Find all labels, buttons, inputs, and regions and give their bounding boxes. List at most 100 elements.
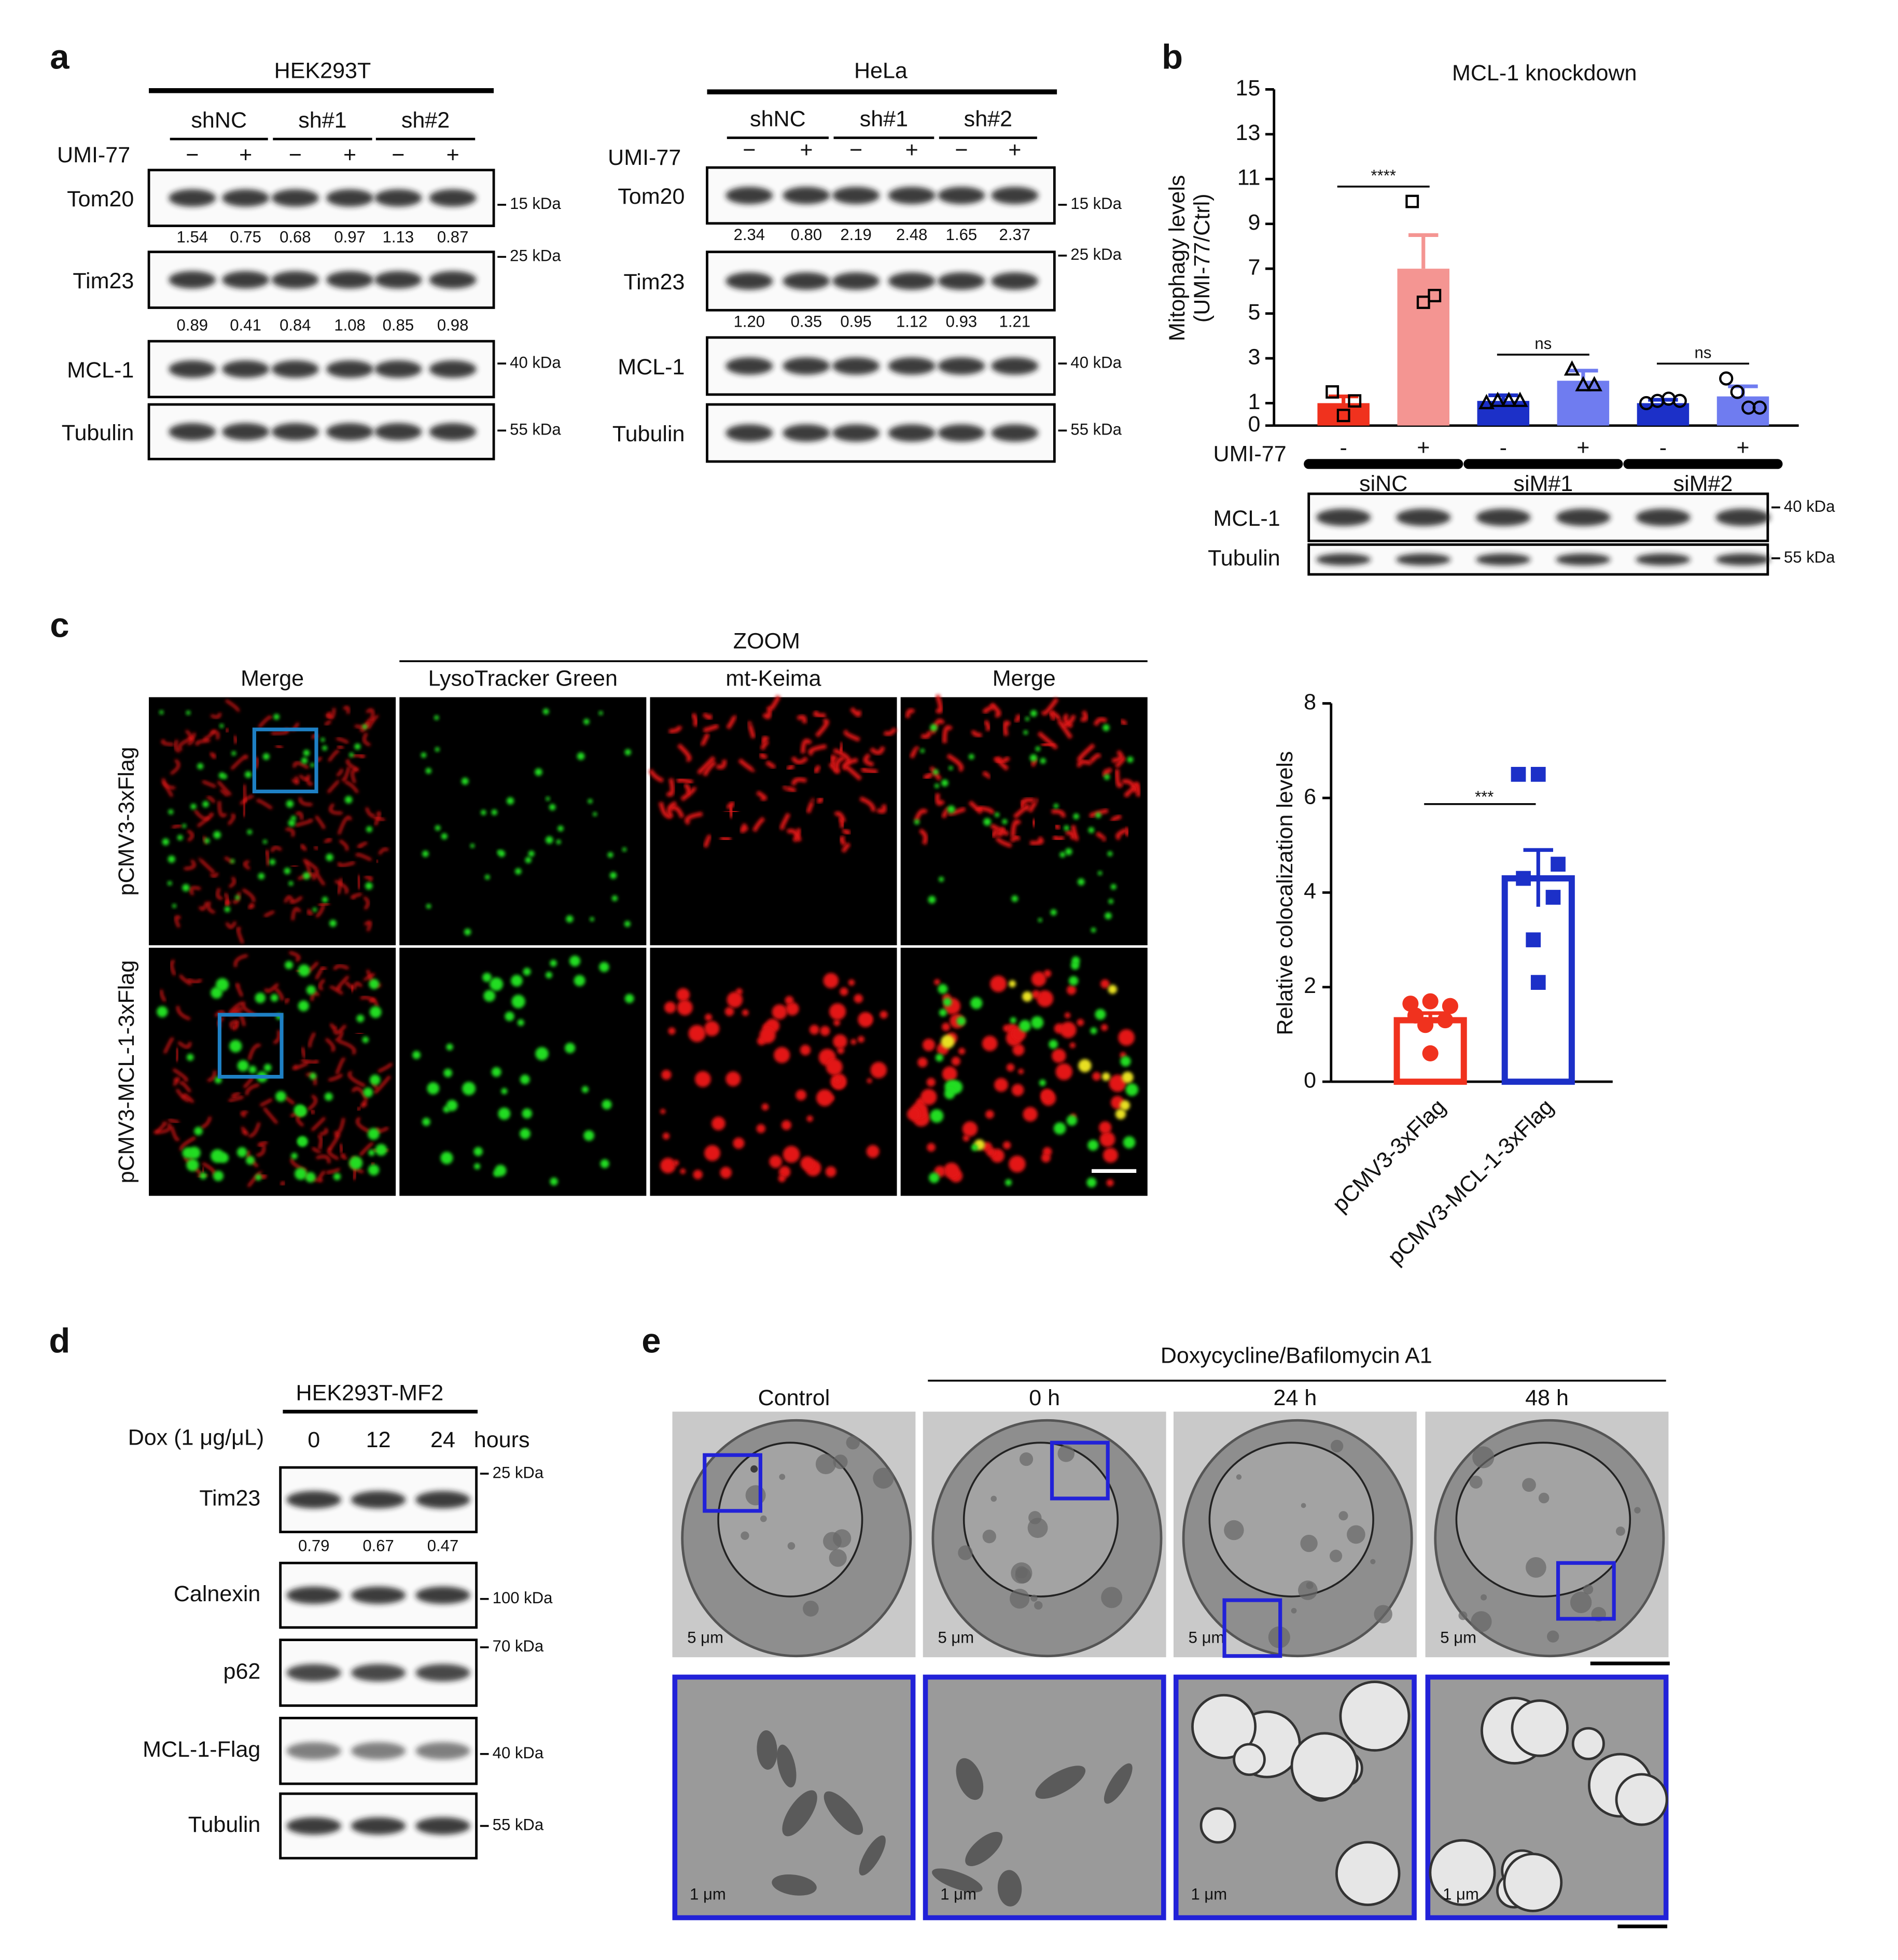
em-organelle xyxy=(1615,1526,1625,1536)
green-dot xyxy=(1005,1179,1012,1186)
chart-title: MCL-1 knockdown xyxy=(1452,61,1637,86)
em-organelle xyxy=(1015,1567,1031,1584)
green-dot xyxy=(1102,724,1110,731)
red-filament xyxy=(685,811,703,825)
em-organelle xyxy=(1224,1520,1244,1541)
red-filament xyxy=(307,1095,317,1111)
em-mitochondrion xyxy=(757,1730,777,1770)
red-filament xyxy=(356,853,372,861)
green-dot xyxy=(607,852,613,858)
significance-label: ns xyxy=(1695,343,1712,361)
red-filament xyxy=(299,797,313,806)
blot-band xyxy=(169,360,216,378)
red-filament xyxy=(1071,825,1080,842)
red-filament xyxy=(307,908,313,915)
red-filament xyxy=(314,846,318,850)
red-filament xyxy=(373,816,385,821)
red-filament xyxy=(1053,834,1065,841)
quant: 0.98 xyxy=(437,316,469,334)
red-filament xyxy=(338,1040,356,1055)
red-blob xyxy=(778,1166,791,1178)
zoom-box xyxy=(252,727,318,793)
red-filament xyxy=(1014,715,1021,722)
red-blob xyxy=(848,979,855,986)
scale-label: 5 μm xyxy=(687,1628,723,1646)
green-dot xyxy=(188,1146,201,1159)
blot-band xyxy=(374,271,422,289)
green-dot xyxy=(1088,827,1095,833)
red-filament xyxy=(284,895,294,903)
red-blob xyxy=(1118,1029,1135,1046)
data-point xyxy=(1478,394,1495,410)
y-tick-label: 3 xyxy=(1248,344,1260,369)
micrograph xyxy=(900,694,1148,946)
blot-band xyxy=(271,423,319,441)
green-dot xyxy=(1125,1083,1138,1096)
red-filament xyxy=(248,1044,261,1060)
column-header: Merge xyxy=(241,666,304,691)
data-point xyxy=(1586,376,1602,391)
red-blob xyxy=(1066,985,1077,995)
red-filament xyxy=(990,824,1010,836)
red-filament xyxy=(930,766,942,781)
red-filament xyxy=(843,730,860,742)
red-filament xyxy=(935,694,943,714)
red-filament xyxy=(344,780,359,793)
red-filament xyxy=(178,737,193,751)
red-blob xyxy=(816,1089,833,1107)
red-filament xyxy=(356,1032,363,1035)
red-filament xyxy=(336,768,343,777)
red-filament xyxy=(175,1047,179,1062)
em-mitochondrion xyxy=(1104,1763,1133,1804)
blot-band xyxy=(783,187,830,204)
sign: + xyxy=(446,143,459,167)
green-dot xyxy=(172,904,176,908)
green-dot xyxy=(320,737,325,742)
blot-band xyxy=(286,1586,341,1604)
green-dot xyxy=(1035,746,1041,751)
red-filament xyxy=(1077,760,1092,768)
red-blob xyxy=(837,1047,844,1054)
green-dot xyxy=(611,895,618,902)
kda-marker: 70 kDa xyxy=(493,1637,544,1655)
panel-letter: a xyxy=(50,38,69,77)
red-blob xyxy=(800,1156,815,1171)
y-tick-label: 7 xyxy=(1248,255,1260,280)
green-dot xyxy=(298,1137,308,1147)
micrograph-bg xyxy=(650,947,897,1196)
red-filament xyxy=(333,964,349,970)
red-filament xyxy=(787,764,795,771)
red-filament xyxy=(174,739,180,753)
red-filament xyxy=(232,892,241,904)
blot-band xyxy=(832,272,880,290)
em-organelle xyxy=(1525,1557,1546,1578)
red-blob xyxy=(829,1003,846,1020)
red-filament xyxy=(995,827,1005,837)
red-filament xyxy=(161,738,174,746)
micrograph xyxy=(650,947,897,1196)
sign: + xyxy=(343,143,356,167)
row-label: p62 xyxy=(224,1659,261,1684)
red-filament xyxy=(170,959,176,976)
red-blob xyxy=(917,1057,928,1068)
red-filament xyxy=(1037,731,1058,749)
green-dot xyxy=(425,767,431,774)
quant: 1.08 xyxy=(334,316,366,334)
red-filament xyxy=(1030,836,1044,845)
scale-label: 1 μm xyxy=(940,1885,976,1903)
green-dot xyxy=(162,838,170,846)
red-blob xyxy=(1040,1088,1053,1101)
red-filament xyxy=(336,975,350,990)
micrograph xyxy=(399,697,647,946)
green-dot xyxy=(933,769,939,775)
data-point xyxy=(1422,993,1439,1010)
red-filament xyxy=(241,1111,248,1118)
green-dot xyxy=(566,915,574,923)
red-filament xyxy=(256,1144,266,1157)
red-filament xyxy=(719,836,731,842)
kda-marker: 55 kDa xyxy=(1784,548,1835,566)
green-dot xyxy=(368,1128,380,1140)
green-dot xyxy=(939,1009,947,1017)
green-dot xyxy=(1120,1100,1131,1111)
red-filament xyxy=(289,951,300,962)
